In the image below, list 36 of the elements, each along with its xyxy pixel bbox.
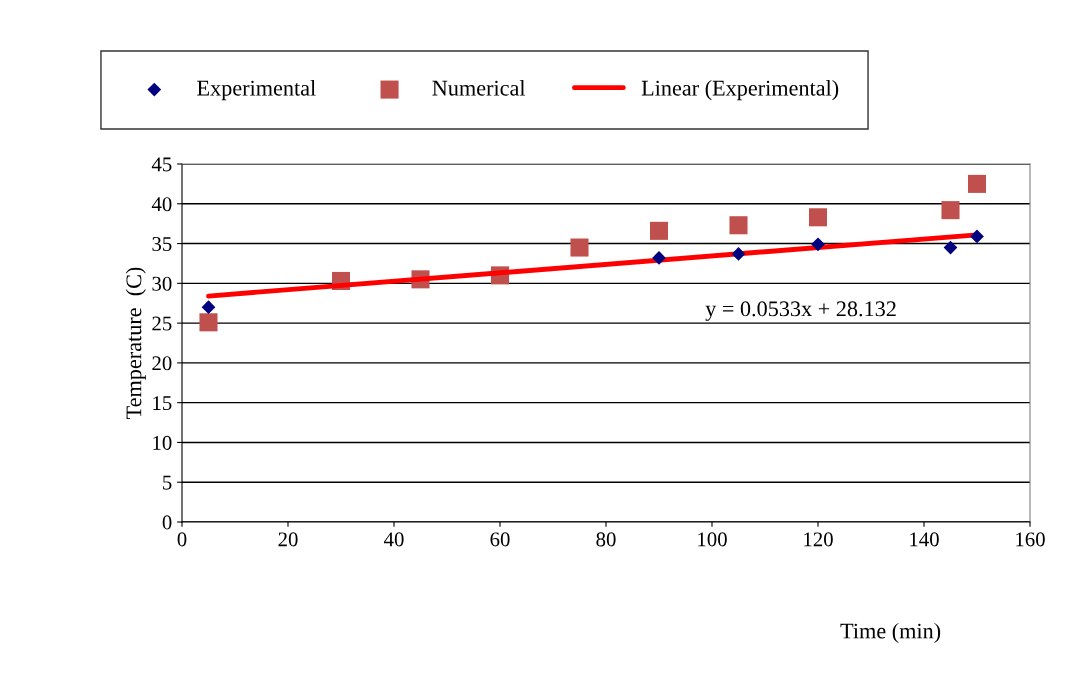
point	[970, 229, 984, 244]
point	[201, 300, 216, 315]
annotation: y = 0.0533x + 28.132	[705, 301, 896, 321]
legend-label: Linear (Experimental)	[641, 79, 839, 101]
point	[199, 313, 218, 332]
x-tick-label: 20	[278, 532, 298, 547]
y-tick-label: 45	[151, 157, 172, 172]
y-tick-label: 35	[152, 236, 172, 251]
legend-label: Experimental	[197, 79, 316, 101]
y-tick-label: 40	[151, 197, 172, 212]
x-tick-label: 0	[177, 532, 187, 547]
point	[808, 208, 828, 227]
y-tick-label: 0	[162, 515, 172, 530]
point	[967, 174, 987, 193]
point	[731, 247, 746, 261]
x-axis-title: Time (min)	[840, 622, 941, 644]
x-tick-label: 140	[910, 532, 939, 547]
point	[570, 238, 589, 257]
x-tick-label: 40	[383, 532, 404, 547]
y-tick-label: 10	[153, 435, 172, 450]
x-tick-label: 100	[698, 532, 727, 547]
point	[941, 201, 960, 220]
y-tick-label: 5	[163, 475, 172, 490]
y-tick-label: 30	[152, 276, 172, 291]
point	[649, 221, 669, 240]
x-tick-label: 60	[490, 532, 510, 547]
y-tick-label: 15	[153, 396, 172, 411]
x-tick-label: 120	[804, 532, 833, 547]
y-tick-label: 25	[152, 316, 172, 331]
y-tick-label: 20	[152, 356, 172, 371]
legend-label: Numerical	[432, 79, 526, 96]
x-tick-label: 80	[596, 532, 616, 547]
y-axis-title: Temperature (C)	[125, 267, 146, 419]
point	[729, 216, 748, 235]
x-tick-label: 160	[1016, 532, 1045, 547]
point	[811, 237, 825, 252]
